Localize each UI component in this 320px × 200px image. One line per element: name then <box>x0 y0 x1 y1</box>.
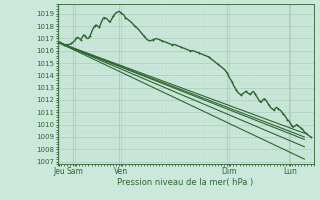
X-axis label: Pression niveau de la mer( hPa ): Pression niveau de la mer( hPa ) <box>117 178 254 187</box>
